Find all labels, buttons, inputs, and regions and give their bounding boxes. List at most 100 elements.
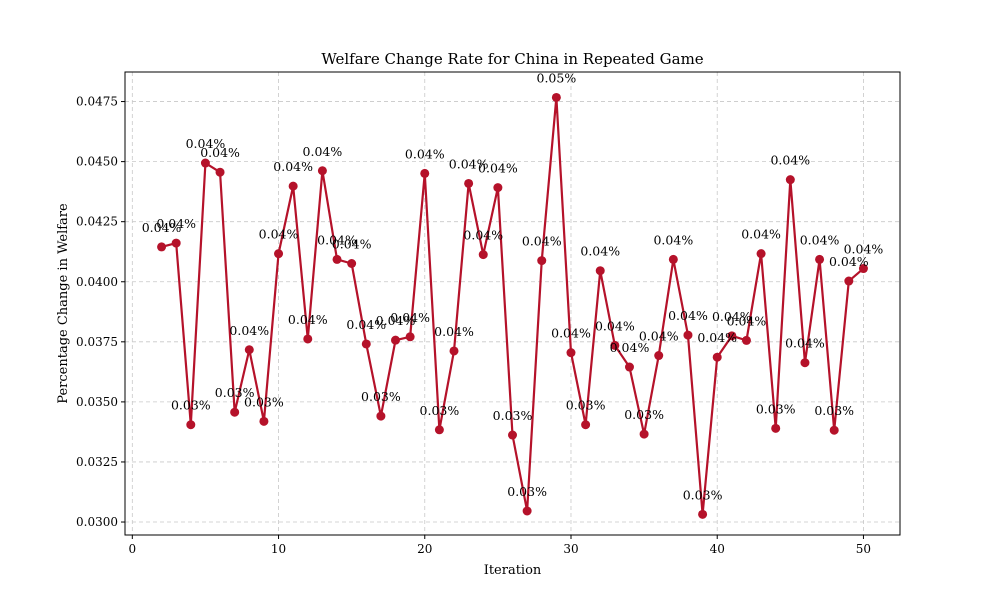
- data-point: [259, 416, 269, 426]
- data-point: [610, 340, 620, 350]
- data-label: 0.04%: [463, 228, 503, 243]
- data-label: 0.04%: [844, 242, 884, 257]
- y-tick-label: 0.0400: [76, 275, 118, 289]
- data-point: [683, 330, 693, 340]
- data-label: 0.04%: [229, 323, 269, 338]
- chart-title: Welfare Change Rate for China in Repeate…: [321, 50, 703, 68]
- data-point: [727, 331, 737, 341]
- data-label: 0.04%: [186, 136, 226, 151]
- data-point: [698, 509, 708, 519]
- x-axis-ticks: 0 10 20 30 40 50: [128, 535, 871, 556]
- plot-frame: [124, 71, 901, 536]
- data-label: 0.04%: [376, 313, 416, 328]
- data-point: [829, 425, 839, 435]
- data-label: 0.04%: [800, 232, 840, 247]
- x-tick-label: 0: [128, 542, 136, 556]
- data-point: [639, 429, 649, 439]
- x-tick-label: 30: [563, 542, 578, 556]
- data-labels: 0.04%0.04%0.03%0.04%0.04%0.03%0.04%0.03%…: [142, 70, 884, 502]
- data-label: 0.04%: [595, 318, 635, 333]
- data-label: 0.04%: [610, 340, 650, 355]
- data-point: [405, 332, 415, 342]
- data-label: 0.04%: [303, 144, 343, 159]
- data-point: [376, 411, 386, 421]
- y-tick-label: 0.0300: [76, 515, 118, 529]
- x-axis-label: Iteration: [484, 563, 542, 578]
- data-label: 0.04%: [449, 156, 489, 171]
- data-point: [478, 250, 488, 260]
- data-point: [215, 167, 225, 177]
- data-label: 0.04%: [785, 336, 825, 351]
- data-label: 0.03%: [624, 407, 664, 422]
- data-point: [303, 334, 313, 344]
- data-point: [595, 266, 605, 276]
- data-point: [844, 276, 854, 286]
- data-point: [230, 407, 240, 417]
- data-point: [815, 254, 825, 264]
- x-tick-label: 10: [271, 542, 286, 556]
- data-label: 0.03%: [814, 403, 854, 418]
- data-label: 0.03%: [683, 487, 723, 502]
- data-label: 0.04%: [317, 232, 357, 247]
- data-point: [537, 256, 547, 266]
- data-label: 0.04%: [273, 159, 313, 174]
- data-label: 0.04%: [668, 308, 708, 323]
- data-point: [171, 238, 181, 248]
- x-tick-label: 50: [856, 542, 871, 556]
- x-tick-label: 40: [710, 542, 725, 556]
- data-label: 0.03%: [215, 385, 255, 400]
- data-label: 0.04%: [200, 145, 240, 160]
- data-point: [361, 339, 371, 349]
- data-point: [464, 178, 474, 188]
- data-label: 0.04%: [346, 317, 386, 332]
- data-point: [244, 345, 254, 355]
- data-label: 0.03%: [493, 408, 533, 423]
- data-label: 0.03%: [756, 401, 796, 416]
- data-point: [200, 158, 210, 168]
- data-point: [741, 335, 751, 345]
- data-point: [581, 420, 591, 430]
- data-label: 0.03%: [244, 394, 284, 409]
- data-point: [332, 254, 342, 264]
- data-label: 0.04%: [639, 329, 679, 344]
- data-point: [522, 506, 532, 516]
- data-point: [800, 358, 810, 368]
- data-label: 0.04%: [156, 216, 196, 231]
- data-label: 0.04%: [390, 310, 430, 325]
- data-point: [157, 242, 167, 252]
- y-tick-label: 0.0325: [76, 455, 118, 469]
- data-point: [785, 175, 795, 185]
- data-point: [317, 166, 327, 176]
- data-label: 0.03%: [420, 403, 460, 418]
- data-point: [858, 264, 868, 274]
- data-label: 0.04%: [288, 312, 328, 327]
- data-point: [288, 181, 298, 191]
- data-point: [449, 346, 459, 356]
- x-tick-label: 20: [417, 542, 432, 556]
- data-point: [551, 92, 561, 102]
- y-tick-label: 0.0425: [76, 215, 118, 229]
- y-tick-label: 0.0475: [76, 95, 118, 109]
- data-point: [712, 352, 722, 362]
- data-point: [274, 249, 284, 259]
- data-label: 0.04%: [478, 161, 518, 176]
- data-point: [186, 420, 196, 430]
- y-axis-ticks: 0.0300 0.0325 0.0350 0.0375 0.0400 0.0425 0.04…: [76, 95, 125, 529]
- data-label: 0.04%: [829, 254, 869, 269]
- data-label: 0.03%: [507, 484, 547, 499]
- data-label: 0.03%: [361, 389, 401, 404]
- data-point: [771, 423, 781, 433]
- data-label: 0.04%: [434, 324, 474, 339]
- data-label: 0.04%: [142, 220, 182, 235]
- data-label: 0.04%: [522, 234, 562, 249]
- data-point: [624, 362, 634, 372]
- data-label: 0.04%: [727, 313, 767, 328]
- data-point: [508, 430, 517, 440]
- data-label: 0.04%: [580, 244, 620, 259]
- data-label: 0.04%: [770, 153, 810, 168]
- y-tick-label: 0.0375: [76, 335, 118, 349]
- series-layer: [157, 92, 868, 519]
- data-point: [347, 258, 357, 268]
- data-point: [756, 249, 766, 259]
- data-label: 0.03%: [171, 398, 211, 413]
